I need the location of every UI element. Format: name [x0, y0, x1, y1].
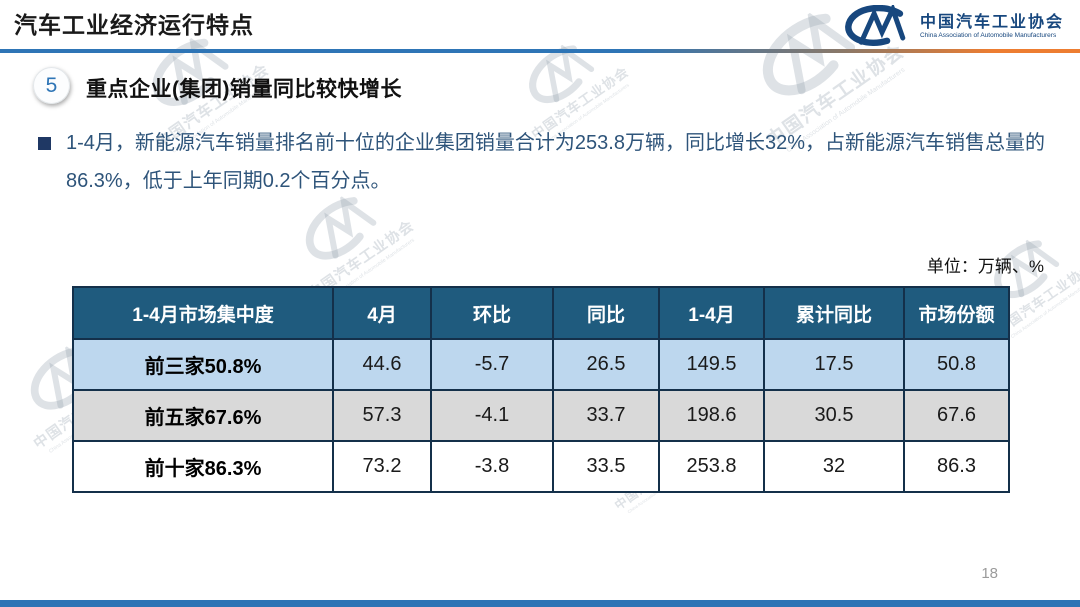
caam-logo-text: 中国汽车工业协会 China Association of Automobile… — [920, 14, 1064, 40]
cell-value: 67.6 — [903, 389, 1010, 442]
cell-value: 44.6 — [332, 338, 432, 391]
cell-value: -5.7 — [430, 338, 554, 391]
cell-value: 86.3 — [903, 440, 1010, 493]
page-title: 汽车工业经济运行特点 — [14, 12, 254, 38]
cell-value: 253.8 — [658, 440, 765, 493]
col-header-jan-apr: 1-4月 — [658, 286, 765, 340]
col-header-cum-yoy: 累计同比 — [763, 286, 905, 340]
bullet-text: 1-4月，新能源汽车销量排名前十位的企业集团销量合计为253.8万辆，同比增长3… — [66, 132, 1045, 192]
cell-value: -4.1 — [430, 389, 554, 442]
header-divider-line — [0, 49, 1080, 53]
col-header-yoy: 同比 — [552, 286, 660, 340]
page-number: 18 — [981, 565, 998, 582]
bullet-marker — [38, 137, 51, 150]
cell-value: 57.3 — [332, 389, 432, 442]
cell-value: 30.5 — [763, 389, 905, 442]
section-number-badge: 5 — [33, 67, 70, 104]
unit-label: 单位：万辆、% — [926, 257, 1044, 276]
cell-value: 73.2 — [332, 440, 432, 493]
table-header-row: 1-4月市场集中度 4月 环比 同比 1-4月 累计同比 市场份额 — [72, 286, 1010, 340]
concentration-table: 1-4月市场集中度 4月 环比 同比 1-4月 累计同比 市场份额 前三家50.… — [72, 286, 1010, 493]
cell-value: 50.8 — [903, 338, 1010, 391]
cell-value: 32 — [763, 440, 905, 493]
cell-value: 33.5 — [552, 440, 660, 493]
table-row: 前三家50.8% 44.6 -5.7 26.5 149.5 17.5 50.8 — [72, 338, 1010, 391]
caam-watermark-icon — [529, 43, 595, 104]
bottom-bar — [0, 600, 1080, 607]
cell-value: 149.5 — [658, 338, 765, 391]
col-header-market-share: 市场份额 — [903, 286, 1010, 340]
caam-logo-name-cn: 中国汽车工业协会 — [919, 13, 1064, 31]
section-heading: 重点企业(集团)销量同比较快增长 — [86, 78, 402, 101]
table-row: 前五家67.6% 57.3 -4.1 33.7 198.6 30.5 67.6 — [72, 389, 1010, 442]
caam-logo-name-en: China Association of Automobile Manufact… — [919, 31, 1057, 39]
col-header-mom: 环比 — [430, 286, 554, 340]
row-label: 前五家67.6% — [72, 389, 334, 442]
cell-value: 198.6 — [658, 389, 765, 442]
col-header-concentration: 1-4月市场集中度 — [72, 286, 334, 340]
cell-value: -3.8 — [430, 440, 554, 493]
row-label: 前三家50.8% — [72, 338, 334, 391]
cell-value: 26.5 — [552, 338, 660, 391]
watermark-text-en: China Association of Automobile Manufact… — [1009, 276, 1080, 340]
col-header-april: 4月 — [332, 286, 432, 340]
bullet-row: 1-4月，新能源汽车销量排名前十位的企业集团销量合计为253.8万辆，同比增长3… — [38, 124, 1048, 200]
row-label: 前十家86.3% — [72, 440, 334, 493]
caam-logo: 中国汽车工业协会 China Association of Automobile… — [841, 5, 1064, 48]
cell-value: 17.5 — [763, 338, 905, 391]
table-row: 前十家86.3% 73.2 -3.8 33.5 253.8 32 86.3 — [72, 440, 1010, 493]
cell-value: 33.7 — [552, 389, 660, 442]
caam-logo-icon — [845, 5, 906, 47]
